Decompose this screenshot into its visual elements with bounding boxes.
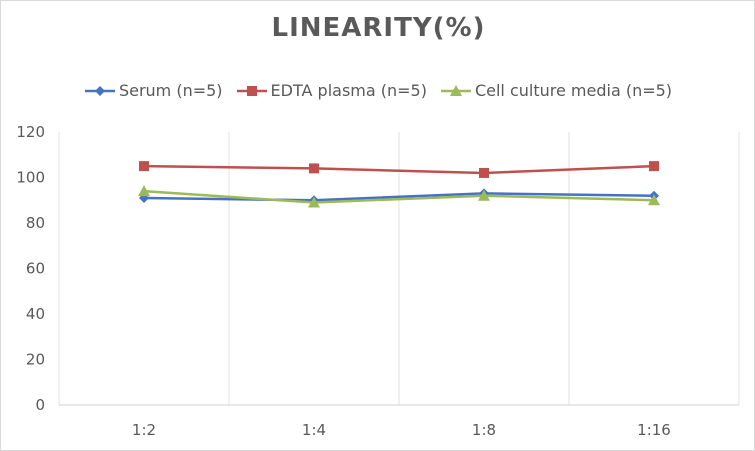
chart-title: LINEARITY(%): [271, 13, 486, 43]
data-point: [309, 163, 319, 174]
legend-label: Cell culture media (n=5): [474, 81, 673, 100]
x-tick-label: 1:8: [472, 421, 496, 439]
data-point: [478, 189, 490, 201]
legend-marker-icon: [84, 85, 115, 96]
y-tick-label: 60: [26, 260, 45, 278]
y-tick-label: 0: [35, 396, 45, 414]
x-tick-label: 1:2: [132, 421, 156, 439]
legend-marker-icon: [440, 84, 471, 96]
data-point: [648, 194, 660, 206]
x-tick-label: 1:4: [302, 421, 326, 439]
legend: Serum (n=5) EDTA plasma (n=5) Cell culture…: [1, 81, 754, 100]
data-point: [479, 167, 489, 178]
x-tick-label: 1:16: [637, 421, 671, 439]
data-point: [308, 196, 320, 208]
data-point: [139, 161, 149, 172]
legend-item: Cell culture media (n=5): [440, 81, 673, 100]
data-point: [138, 185, 150, 197]
y-tick-label: 120: [16, 123, 45, 141]
legend-item: EDTA plasma (n=5): [236, 81, 427, 100]
legend-item: Serum (n=5): [84, 81, 223, 100]
y-tick-label: 40: [26, 305, 45, 323]
y-tick-label: 100: [16, 169, 45, 187]
legend-marker-icon: [236, 85, 267, 96]
y-tick-label: 80: [26, 214, 45, 232]
data-point: [649, 161, 659, 172]
y-tick-label: 20: [26, 351, 45, 369]
series-line: [143, 189, 655, 204]
series-line: [143, 192, 655, 202]
legend-label: Serum (n=5): [118, 81, 223, 100]
series-line: [143, 164, 655, 175]
legend-label: EDTA plasma (n=5): [270, 81, 427, 100]
